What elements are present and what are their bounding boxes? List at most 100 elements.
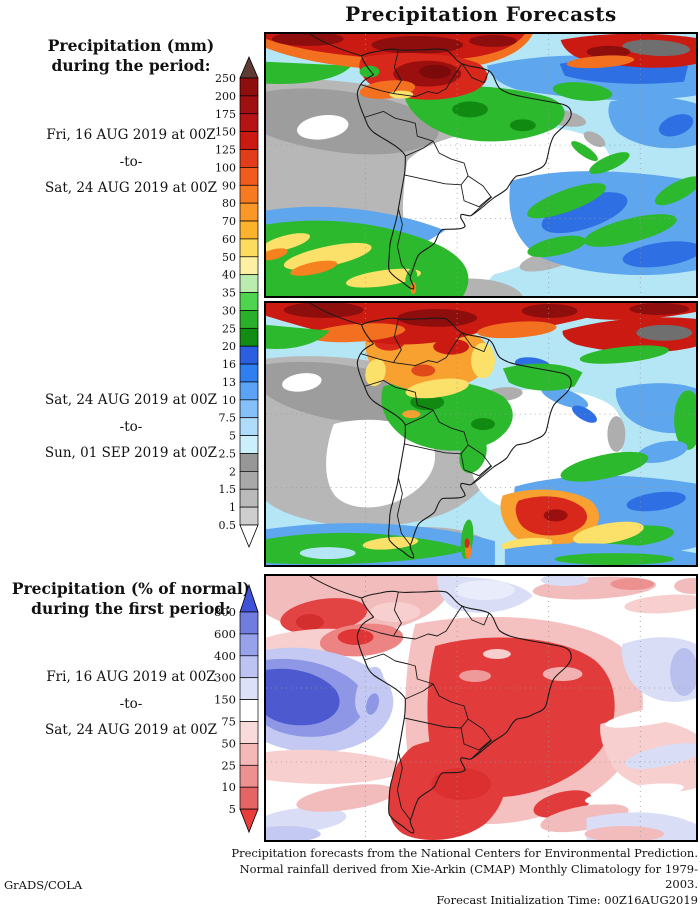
colorbar-segment (239, 363, 259, 383)
colorbar-segment (239, 184, 259, 204)
colorbar-bottom-arrow (239, 808, 259, 834)
colorbar-segment (239, 220, 259, 240)
panel2-dates: Sat, 24 AUG 2019 at 00Z -to- Sun, 01 SEP… (0, 387, 262, 467)
map-percent-normal-canvas (266, 576, 696, 840)
colorbar-tick-label: 5 (229, 430, 236, 443)
colorbar-tick-label: 70 (222, 215, 236, 228)
colorbar-tick-label: 300 (214, 671, 236, 685)
colorbar-segment (239, 327, 259, 347)
colorbar-top-arrow (239, 55, 259, 79)
colorbar-segment (239, 488, 259, 508)
colorbar-segment (239, 77, 259, 97)
colorbar-tick-label: 90 (222, 179, 236, 192)
colorbar-segment (239, 417, 259, 436)
colorbar-mm-svg: 2502001751501251009080706050403530252016… (215, 55, 259, 549)
colorbar-tick-label: 800 (214, 605, 236, 619)
colorbar-tick-label: 1 (229, 501, 236, 514)
map-percent-normal (264, 574, 698, 842)
colorbar-tick-label: 13 (222, 376, 236, 389)
panel1-heading: Precipitation (mm) during the period: (6, 36, 256, 76)
colorbar-tick-label: 2 (229, 465, 236, 478)
colorbar-tick-label: 1.5 (219, 483, 237, 496)
colorbar-tick-label: 150 (214, 693, 236, 707)
colorbar-mm: 250 200 175 150 125 100 90 80 70 60 50 40 35 30 25 20 16… (196, 55, 260, 555)
colorbar-segment (239, 453, 259, 472)
colorbar-tick-label: 25 (221, 758, 236, 772)
colorbar-segment (239, 399, 259, 419)
panel2-date-separator: -to- (119, 418, 143, 435)
colorbar-segment (239, 256, 259, 276)
panel2-date-to: Sun, 01 SEP 2019 at 00Z (44, 445, 218, 461)
panel1-date-to: Sat, 24 AUG 2019 at 00Z (45, 180, 217, 196)
colorbar-tick-label: 10 (221, 780, 236, 794)
page-title: Precipitation Forecasts (345, 2, 617, 26)
colorbar-segment (239, 699, 259, 722)
panel3-heading: Precipitation (% of normal) during the f… (6, 579, 256, 619)
colorbar-segment (239, 149, 259, 168)
map-precip-period1 (264, 32, 698, 298)
colorbar-tick-label: 80 (222, 197, 236, 210)
colorbar-segment (239, 202, 259, 222)
colorbar-tick-label: 75 (221, 715, 236, 729)
panel3-heading-line1: Precipitation (% of normal) (11, 579, 251, 598)
colorbar-tick-label: 30 (222, 304, 236, 317)
colorbar-segment (239, 131, 259, 150)
colorbar-segment (239, 381, 259, 401)
colorbar-segment (239, 677, 259, 700)
panel3-date-to: Sat, 24 AUG 2019 at 00Z (45, 722, 217, 738)
footer-line2: Normal rainfall derived from Xie-Arkin (… (239, 861, 698, 892)
colorbar-top-arrow (239, 583, 259, 613)
colorbar-segment (239, 611, 259, 635)
colorbar-segment (239, 435, 259, 454)
colorbar-tick-label: 60 (222, 233, 236, 246)
map-precip-period1-canvas (266, 34, 696, 296)
colorbar-segment (239, 238, 259, 258)
colorbar-segment (239, 764, 259, 788)
colorbar-segment (239, 721, 259, 744)
colorbar-segment (239, 113, 259, 132)
colorbar-tick-label: 175 (215, 108, 236, 121)
colorbar-tick-label: 5 (229, 802, 236, 816)
colorbar-segment (239, 471, 259, 490)
panel3-date-from: Fri, 16 AUG 2019 at 00Z (46, 669, 216, 685)
colorbar-segment (239, 786, 259, 810)
colorbar-tick-label: 20 (222, 340, 236, 353)
panel1-date-separator: -to- (119, 153, 143, 170)
panel3-date-separator: -to- (119, 695, 143, 712)
footer-caption: Precipitation forecasts from the Nationa… (228, 846, 698, 905)
panel1-heading-line2: during the period: (51, 56, 211, 75)
colorbar-segment (239, 345, 259, 365)
colorbar-segment (239, 167, 259, 186)
colorbar-segment (239, 292, 259, 311)
panel1-heading-line1: Precipitation (mm) (47, 36, 215, 55)
colorbar-tick-label: 10 (222, 394, 236, 407)
colorbar-tick-label: 2.5 (219, 447, 237, 460)
grads-credit: GrADS/COLA (4, 878, 83, 892)
colorbar-segment (239, 274, 259, 293)
panel3-dates: Fri, 16 AUG 2019 at 00Z -to- Sat, 24 AUG… (0, 664, 262, 744)
panel3-heading-line2: during the first period: (31, 599, 231, 618)
colorbar-segment (239, 633, 259, 657)
colorbar-tick-label: 25 (222, 322, 236, 335)
colorbar-tick-label: 35 (222, 287, 236, 300)
colorbar-bottom-arrow (239, 524, 259, 549)
colorbar-tick-label: 125 (215, 144, 236, 157)
colorbar-tick-label: 100 (215, 161, 236, 174)
footer-line1: Precipitation forecasts from the Nationa… (231, 846, 698, 860)
colorbar-segment (239, 310, 259, 329)
panel1-dates: Fri, 16 AUG 2019 at 00Z -to- Sat, 24 AUG… (0, 122, 262, 202)
map-precip-period2 (264, 301, 698, 567)
colorbar-segment (239, 655, 259, 679)
colorbar-tick-label: 200 (215, 90, 236, 103)
map-precip-period2-canvas (266, 303, 696, 565)
colorbar-tick-label: 400 (214, 649, 236, 663)
footer-line3: Forecast Initialization Time: 00Z16AUG20… (436, 892, 698, 905)
colorbar-segment (239, 506, 259, 526)
colorbar-tick-label: 600 (214, 627, 236, 641)
panel2-date-from: Sat, 24 AUG 2019 at 00Z (45, 392, 217, 408)
colorbar-segment (239, 743, 259, 766)
colorbar-segment (239, 95, 259, 115)
colorbar-tick-label: 7.5 (219, 412, 237, 425)
colorbar-tick-label: 16 (222, 358, 236, 371)
